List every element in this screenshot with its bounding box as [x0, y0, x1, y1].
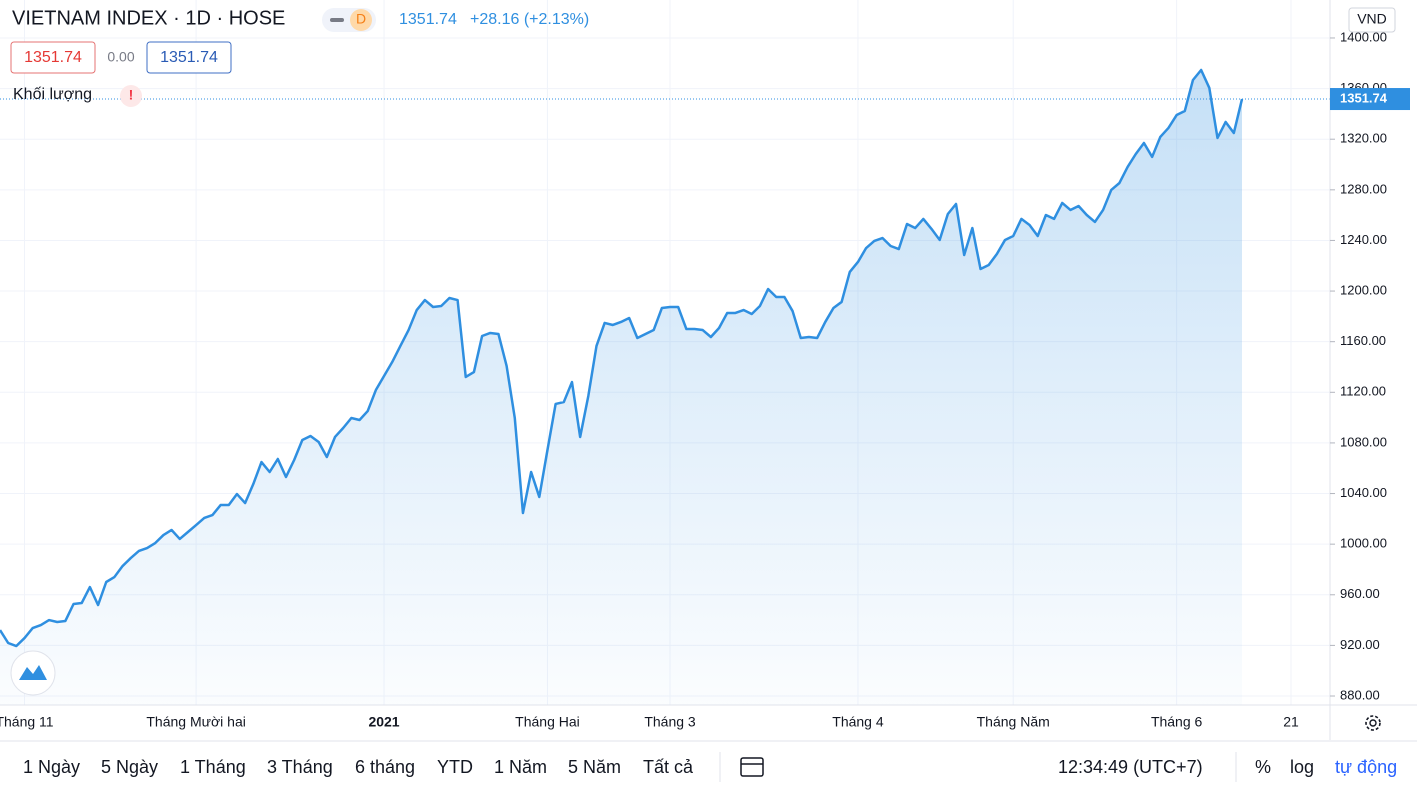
- y-tick-label: 1000.00: [1340, 536, 1387, 551]
- spread-value: 0.00: [107, 49, 134, 65]
- logo-mark: [19, 665, 47, 680]
- currency[interactable]: VND: [1357, 11, 1387, 27]
- badge-dash: [330, 18, 344, 22]
- badge-letter: D: [356, 11, 366, 27]
- log-toggle[interactable]: log: [1290, 757, 1314, 777]
- header-price: 1351.74: [399, 11, 457, 28]
- y-tick-label: 1400.00: [1340, 29, 1387, 44]
- x-tick-label: Tháng 4: [832, 714, 884, 730]
- open-value: 1351.74: [24, 49, 82, 66]
- x-tick-label: Tháng Năm: [977, 714, 1050, 730]
- y-tick-label: 960.00: [1340, 586, 1380, 601]
- y-tick-label: 1280.00: [1340, 181, 1387, 196]
- x-tick-label: Tháng 11: [0, 714, 54, 730]
- currency-box[interactable]: [1348, 7, 1396, 33]
- y-tick-label: 1040.00: [1340, 485, 1387, 500]
- y-tick-label: 1120.00: [1340, 384, 1386, 399]
- clock[interactable]: 12:34:49 (UTC+7): [1058, 757, 1203, 777]
- timeframe-button[interactable]: 5 Ngày: [101, 757, 158, 777]
- volume-alert[interactable]: !: [129, 87, 134, 103]
- x-tick-label: Tháng 6: [1151, 714, 1203, 730]
- plot: [0, 68, 1330, 706]
- x-tick-label: Tháng 3: [644, 714, 696, 730]
- timeframe-button[interactable]: 3 Tháng: [267, 757, 333, 777]
- area-fill: [0, 69, 1242, 706]
- axes: 880.00 920.00 960.00 1000.00 1040.00 1080.00 1…: [0, 29, 1410, 730]
- timeframe-button[interactable]: 1 Tháng: [180, 757, 246, 777]
- auto-toggle[interactable]: tự động: [1335, 757, 1397, 777]
- y-tick-label: 1200.00: [1340, 282, 1387, 297]
- timeframe-button[interactable]: 6 tháng: [355, 757, 415, 777]
- y-tick-label: 1080.00: [1340, 434, 1387, 449]
- x-tick-label: Tháng Mười hai: [146, 714, 245, 730]
- badge-circle: [350, 9, 372, 31]
- timeframe-button[interactable]: 1 Ngày: [23, 757, 80, 777]
- volume-label: Khối lượng: [13, 86, 92, 103]
- date-range-icon[interactable]: [740, 757, 764, 777]
- y-tick-label: 1320.00: [1340, 131, 1387, 146]
- x-tick-label: 2021: [368, 714, 399, 730]
- settings[interactable]: [1365, 715, 1381, 731]
- settings-hub: [1369, 719, 1377, 727]
- y-tick-label: 1160.00: [1340, 333, 1386, 348]
- close-box: [146, 41, 232, 74]
- x-tick-label: Tháng Hai: [515, 714, 580, 730]
- header-change: +28.16 (+2.13%): [470, 11, 589, 28]
- timeframe-button[interactable]: 5 Năm: [568, 757, 621, 777]
- last-price-tag: [1330, 88, 1410, 111]
- y-tick-label: 920.00: [1340, 637, 1380, 652]
- last-price-label: 1351.74: [1340, 90, 1388, 105]
- timeframe-button[interactable]: Tất cả: [643, 757, 694, 777]
- open-box: [10, 41, 96, 74]
- x-tick-label: 21: [1283, 714, 1299, 730]
- toolbar: 1 Ngày 5 Ngày 1 Tháng 3 Tháng 6 tháng YTD 1 Nă…: [23, 757, 694, 777]
- close-value: 1351.74: [160, 49, 218, 66]
- percent-toggle[interactable]: %: [1255, 757, 1271, 777]
- y-tick-label: 880.00: [1340, 687, 1380, 702]
- volume-alert-bg[interactable]: [120, 85, 142, 107]
- logo[interactable]: [10, 650, 56, 696]
- timeframe-button[interactable]: 1 Năm: [494, 757, 547, 777]
- y-tick-label: 1240.00: [1340, 232, 1387, 247]
- symbol-title: VIETNAM INDEX · 1D · HOSE: [12, 7, 285, 29]
- timeframe-button[interactable]: YTD: [437, 757, 473, 777]
- price-line: [0, 68, 1244, 648]
